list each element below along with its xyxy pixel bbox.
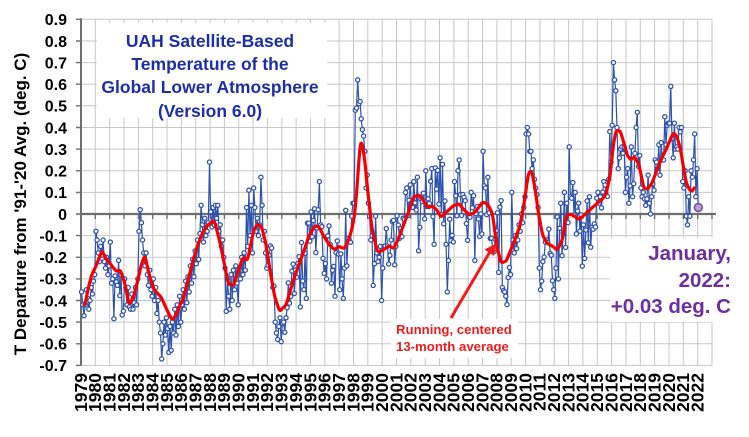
svg-text:1995: 1995	[300, 373, 320, 412]
svg-text:1993: 1993	[272, 373, 292, 412]
svg-text:1996: 1996	[315, 373, 335, 412]
svg-text:2022:: 2022:	[679, 269, 731, 292]
svg-text:2005: 2005	[444, 373, 464, 412]
svg-text:0.7: 0.7	[45, 55, 67, 72]
svg-text:2016: 2016	[601, 373, 621, 412]
svg-text:-0.2: -0.2	[39, 250, 67, 267]
svg-text:-0.7: -0.7	[39, 358, 67, 375]
svg-text:1981: 1981	[100, 373, 120, 412]
svg-text:1979: 1979	[71, 373, 91, 412]
svg-text:0.5: 0.5	[45, 99, 67, 116]
svg-text:(Version 6.0): (Version 6.0)	[158, 101, 262, 121]
svg-text:1989: 1989	[214, 373, 234, 412]
svg-text:1988: 1988	[200, 373, 220, 412]
svg-text:2021: 2021	[673, 373, 693, 412]
svg-text:Running, centered: Running, centered	[396, 322, 512, 337]
svg-text:2011: 2011	[530, 373, 550, 411]
svg-text:1990: 1990	[229, 373, 249, 412]
svg-text:1980: 1980	[85, 373, 105, 412]
svg-text:0.3: 0.3	[45, 142, 67, 159]
svg-text:0: 0	[58, 207, 67, 224]
svg-text:1992: 1992	[257, 373, 277, 412]
svg-text:2002: 2002	[401, 373, 421, 412]
svg-text:0.1: 0.1	[45, 185, 67, 202]
svg-text:-0.3: -0.3	[39, 272, 67, 289]
svg-text:2013: 2013	[558, 373, 578, 412]
svg-text:January,: January,	[648, 242, 731, 265]
svg-text:0.8: 0.8	[45, 34, 67, 51]
svg-text:1982: 1982	[114, 373, 134, 412]
svg-text:2014: 2014	[573, 373, 593, 412]
svg-text:1999: 1999	[358, 373, 378, 412]
svg-text:2009: 2009	[501, 373, 521, 412]
svg-text:1998: 1998	[343, 373, 363, 412]
svg-text:UAH Satellite-Based: UAH Satellite-Based	[126, 31, 294, 51]
svg-text:0.2: 0.2	[45, 164, 67, 181]
svg-text:0.6: 0.6	[45, 77, 67, 94]
svg-text:Temperature of the: Temperature of the	[131, 54, 288, 74]
svg-text:2004: 2004	[429, 373, 449, 412]
svg-text:2012: 2012	[544, 373, 564, 412]
svg-text:1994: 1994	[286, 373, 306, 412]
svg-text:1997: 1997	[329, 373, 349, 412]
svg-text:2001: 2001	[386, 373, 406, 412]
svg-text:1983: 1983	[128, 373, 148, 412]
svg-text:0.9: 0.9	[45, 12, 67, 29]
svg-text:2010: 2010	[515, 373, 535, 412]
svg-text:2015: 2015	[587, 373, 607, 412]
svg-text:2007: 2007	[472, 373, 492, 412]
svg-text:1987: 1987	[186, 373, 206, 412]
svg-text:-0.5: -0.5	[39, 315, 67, 332]
svg-text:2022: 2022	[688, 373, 708, 412]
svg-text:+0.03 deg. C: +0.03 deg. C	[611, 295, 731, 318]
svg-text:2019: 2019	[644, 373, 664, 412]
svg-text:2000: 2000	[372, 373, 392, 412]
svg-text:1986: 1986	[171, 373, 191, 412]
svg-text:1991: 1991	[243, 373, 263, 412]
svg-text:1985: 1985	[157, 373, 177, 412]
svg-text:-0.4: -0.4	[39, 293, 67, 310]
svg-text:2017: 2017	[616, 373, 636, 412]
svg-text:Global Lower Atmosphere: Global Lower Atmosphere	[101, 77, 318, 97]
svg-text:2018: 2018	[630, 373, 650, 412]
svg-text:2020: 2020	[659, 373, 679, 412]
svg-text:13-month average: 13-month average	[396, 339, 509, 354]
svg-text:2006: 2006	[458, 373, 478, 412]
svg-text:-0.6: -0.6	[39, 337, 67, 354]
svg-text:0.4: 0.4	[45, 120, 67, 137]
svg-text:-0.1: -0.1	[39, 228, 67, 245]
svg-text:T Departure from '91-'20 Avg.: T Departure from '91-'20 Avg. (deg. C)	[11, 53, 30, 356]
svg-text:2008: 2008	[487, 373, 507, 412]
svg-text:2003: 2003	[415, 373, 435, 412]
svg-text:1984: 1984	[143, 373, 163, 412]
